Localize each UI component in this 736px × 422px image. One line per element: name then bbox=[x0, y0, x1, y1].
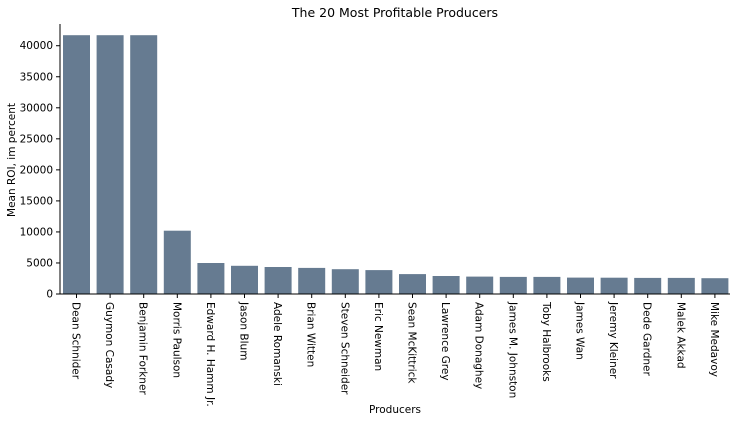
x-axis-label: Producers bbox=[369, 404, 421, 416]
x-tick-label: Mike Medavoy bbox=[708, 302, 720, 377]
y-tick-label: 20000 bbox=[20, 164, 53, 176]
y-tick-label: 0 bbox=[46, 289, 53, 301]
x-tick-label: Morris Paulson bbox=[170, 302, 182, 378]
x-tick-label: Guymon Casady bbox=[103, 302, 115, 388]
bar bbox=[298, 267, 326, 294]
y-tick-label: 10000 bbox=[20, 226, 53, 238]
bar bbox=[533, 276, 561, 294]
x-tick-label: Brian Witten bbox=[305, 302, 317, 367]
y-tick-label: 35000 bbox=[20, 71, 53, 83]
bar bbox=[264, 267, 292, 294]
x-tick-label: Jason Blum bbox=[238, 301, 250, 360]
x-tick-label: Adam Donaghey bbox=[473, 302, 485, 389]
x-tick-label: Adele Romanski bbox=[271, 302, 283, 386]
bar bbox=[197, 263, 225, 294]
bar bbox=[466, 276, 494, 294]
bar bbox=[600, 277, 628, 294]
x-tick-label: Sean McKittrick bbox=[406, 302, 418, 384]
bar bbox=[567, 277, 594, 294]
x-tick-label: Edward H. Hamm Jr. bbox=[204, 302, 216, 407]
bar bbox=[701, 278, 729, 294]
y-tick-label: 5000 bbox=[26, 257, 53, 269]
y-tick-label: 30000 bbox=[20, 102, 53, 114]
y-axis-label: Mean ROI, im percent bbox=[6, 103, 18, 217]
bar bbox=[399, 274, 426, 294]
bar bbox=[130, 35, 158, 294]
bar bbox=[499, 276, 527, 294]
x-tick-label: Malek Akkad bbox=[674, 302, 686, 369]
y-tick-label: 25000 bbox=[20, 133, 53, 145]
y-tick-label: 15000 bbox=[20, 195, 53, 207]
chart-title: The 20 Most Profitable Producers bbox=[291, 5, 498, 20]
bar bbox=[231, 265, 258, 294]
x-tick-label: Jeremy Kleiner bbox=[607, 301, 619, 379]
y-axis: 0 5000 10000 15000 20000 25000 30000 35000 40000 bbox=[20, 24, 61, 301]
x-tick-label: James Wan bbox=[574, 301, 586, 360]
bars-group bbox=[63, 35, 729, 294]
x-tick-label: Benjamin Forkner bbox=[137, 302, 149, 395]
bar bbox=[163, 230, 191, 294]
x-tick-label: Dede Gardner bbox=[641, 302, 653, 376]
x-tick-label: James M. Johnston bbox=[506, 301, 518, 398]
bar bbox=[96, 35, 124, 294]
bar bbox=[63, 35, 90, 294]
x-tick-label: Toby Halbrooks bbox=[540, 301, 552, 382]
x-axis: Dean Schnider Guymon Casady Benjamin Forkn… bbox=[60, 293, 730, 407]
bar bbox=[432, 276, 460, 294]
bar bbox=[634, 277, 662, 294]
x-tick-label: Dean Schnider bbox=[70, 302, 82, 380]
bar bbox=[667, 277, 695, 294]
y-tick-label: 40000 bbox=[20, 40, 53, 52]
bar bbox=[331, 269, 359, 294]
x-tick-label: Lawrence Grey bbox=[439, 302, 451, 381]
bar bbox=[365, 270, 393, 294]
x-tick-label: Eric Newman bbox=[372, 302, 384, 371]
x-tick-label: Steven Schneider bbox=[338, 302, 350, 395]
